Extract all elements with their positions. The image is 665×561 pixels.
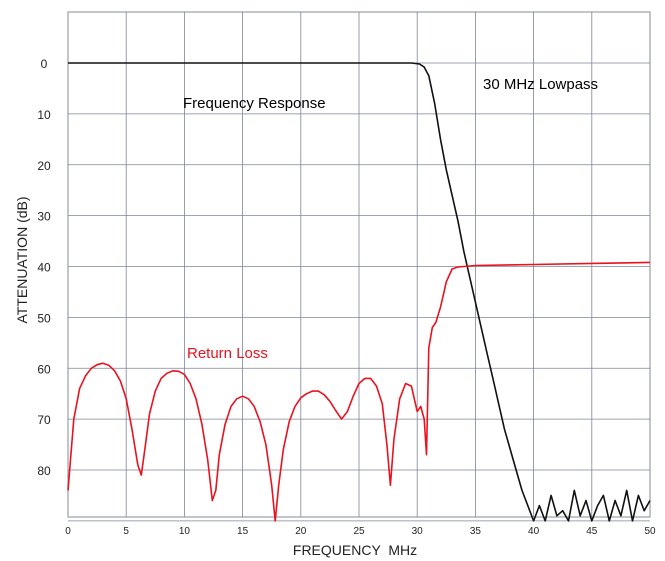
y-tick-label: 20 xyxy=(37,159,51,173)
x-tick-label: 20 xyxy=(295,526,307,537)
y-tick-label: 50 xyxy=(37,311,51,325)
y-tick-label: 40 xyxy=(37,261,51,275)
x-axis-label: FREQUENCY MHz xyxy=(293,542,417,558)
x-tick-label: 35 xyxy=(470,526,482,537)
series-layer xyxy=(67,62,651,522)
x-tick-label: 40 xyxy=(528,526,540,537)
x-tick-label: 50 xyxy=(644,526,656,537)
y-tick-label: 30 xyxy=(37,210,51,224)
y-tick-label: 60 xyxy=(37,362,51,376)
y-tick-label: 80 xyxy=(37,464,51,478)
y-tick-label: 0 xyxy=(41,57,48,71)
filter-title-label: 30 MHz Lowpass xyxy=(483,76,598,93)
y-tick-label: 70 xyxy=(37,413,51,427)
x-tick-label: 25 xyxy=(353,526,365,537)
x-tick-label: 10 xyxy=(179,526,191,537)
x-tick-label: 30 xyxy=(412,526,424,537)
return-loss-label: Return Loss xyxy=(187,345,268,362)
return-loss-line xyxy=(67,261,651,522)
freq-response-label: Frequency Response xyxy=(183,95,326,112)
x-tick-label: 0 xyxy=(65,526,71,537)
x-tick-label: 5 xyxy=(123,526,129,537)
frequency-response-line xyxy=(68,62,651,522)
x-tick-label: 45 xyxy=(586,526,598,537)
y-tick-label: 10 xyxy=(37,108,51,122)
y-axis-label: ATTENUATION (dB) xyxy=(14,196,30,323)
tick-labels: 0 10 20 30 40 50 60 70 80 0 5 10 15 20 25 30 35 40 45 50 xyxy=(37,57,656,537)
x-tick-label: 15 xyxy=(237,526,249,537)
